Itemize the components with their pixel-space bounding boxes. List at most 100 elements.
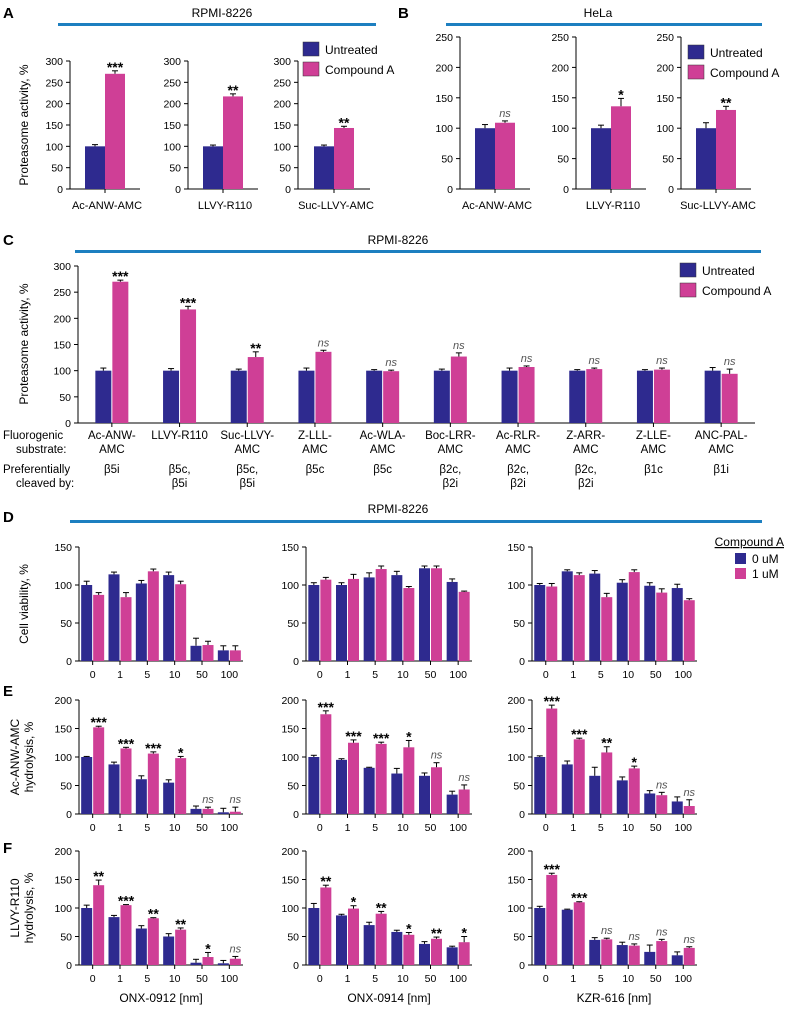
x-axis-title-3: KZR-616 [nm] (577, 991, 652, 1005)
significance-label: ns (601, 925, 613, 937)
significance-label: ns (385, 357, 397, 369)
y-tick-label: 100 (54, 752, 72, 764)
y-axis-title-ab-group: Proteasome activity, % (17, 64, 31, 185)
significance-label: *** (345, 728, 362, 744)
bar-compound (202, 808, 214, 814)
substrate-label: ANC-PAL- (695, 430, 748, 442)
bar-untreated (135, 583, 147, 661)
panel-c-header-line (75, 250, 761, 253)
substrate-label: AMC (573, 444, 599, 456)
significance-label: ** (376, 899, 387, 915)
x-tick-label: 10 (169, 973, 181, 985)
significance-label: ns (230, 943, 242, 955)
panel-a-title: RPMI-8226 (192, 6, 253, 20)
bar-untreated (308, 585, 320, 661)
y-tick-label: 250 (53, 287, 71, 299)
y-tick-label: 0 (65, 418, 71, 430)
bar-compound (375, 913, 387, 965)
significance-label: *** (90, 714, 107, 730)
y-tick-label: 150 (656, 93, 674, 105)
x-tick-label: 100 (674, 822, 692, 834)
chart-B1: 0 50 100 150 200 250 ns Ac-ANW-AMC (435, 32, 532, 212)
bar-compound (458, 591, 470, 661)
bar-untreated (561, 764, 573, 814)
bar-untreated (534, 585, 546, 661)
category-label: Ac-ANW-AMC (72, 200, 142, 212)
x-tick-label: 100 (674, 669, 692, 681)
bar-compound (628, 945, 640, 965)
y-axis-title-c-group: Proteasome activity, % (17, 283, 31, 404)
bar-untreated (644, 951, 656, 965)
y-tick-label: 200 (281, 846, 299, 858)
substrate-label: AMC (641, 444, 667, 456)
bar-compound (315, 351, 332, 423)
bar-compound (202, 645, 214, 661)
bar-compound (348, 742, 359, 814)
x-tick-label: 100 (449, 669, 467, 681)
y-tick-label: 250 (163, 77, 181, 89)
legend-label-compound: Compound A (710, 66, 779, 80)
significance-label: *** (112, 268, 129, 284)
x-tick-label: 0 (90, 669, 96, 681)
bar-untreated (163, 370, 180, 423)
bar-compound (656, 795, 668, 814)
panel-c-title: RPMI-8226 (368, 233, 429, 247)
bar-compound (375, 743, 387, 814)
x-axis-title-1: ONX-0912 [nm] (119, 991, 202, 1005)
bar-untreated (501, 370, 518, 423)
significance-label: ns (453, 340, 465, 352)
bar-untreated (81, 908, 93, 965)
substrate-label: AMC (234, 444, 260, 456)
fluorogenic-label-line-1: Fluorogenic (3, 430, 63, 442)
bar-compound (628, 572, 640, 661)
significance-label: ns (588, 355, 600, 367)
bar-compound (495, 122, 515, 189)
y-tick-label: 50 (169, 163, 181, 175)
significance-label: ns (628, 931, 640, 943)
significance-label: * (461, 925, 467, 941)
legend-swatch-untreated (687, 44, 705, 60)
y-tick-label: 200 (54, 846, 72, 858)
significance-label: * (406, 728, 412, 744)
y-tick-label: 100 (54, 903, 72, 915)
y-tick-label: 250 (435, 32, 453, 44)
bar-compound (120, 748, 132, 814)
x-tick-label: 50 (650, 822, 662, 834)
bar-untreated (163, 782, 175, 814)
bar-untreated (446, 947, 458, 965)
legend-swatch-1um (735, 568, 746, 579)
bar-compound (586, 369, 603, 423)
significance-label: * (351, 894, 357, 910)
x-tick-label: 1 (570, 973, 576, 985)
x-tick-label: 1 (570, 669, 576, 681)
y-axis-title-c: Proteasome activity, % (17, 283, 31, 404)
y-tick-label: 0 (293, 960, 299, 972)
y-tick-label: 200 (656, 62, 674, 74)
bar-untreated (366, 370, 383, 423)
bar-compound (93, 727, 105, 814)
panel-a-header-line (58, 23, 376, 26)
substrate-label: Boc-LRR- (425, 430, 476, 442)
bar-compound (229, 958, 241, 965)
y-tick-label: 200 (507, 846, 525, 858)
bar-compound (334, 127, 354, 189)
y-axis-title-e-line-2: hydrolysis, % (22, 721, 36, 792)
bar-untreated (636, 370, 653, 423)
y-tick-label: 50 (60, 932, 72, 944)
y-tick-label: 0 (293, 656, 299, 668)
bar-untreated (391, 575, 403, 661)
significance-label: ns (656, 779, 668, 791)
y-tick-label: 200 (551, 62, 569, 74)
x-tick-label: 5 (598, 822, 604, 834)
cleaved-by-label: β2c, (507, 464, 529, 476)
bar-untreated (671, 955, 683, 965)
y-tick-label: 0 (66, 809, 72, 821)
y-tick-label: 200 (163, 99, 181, 111)
x-tick-label: 10 (397, 973, 409, 985)
y-tick-label: 100 (53, 366, 71, 378)
panel-letter-b: B (398, 5, 409, 22)
bar-untreated (95, 370, 112, 423)
bar-untreated (391, 931, 403, 965)
category-label: Suc-LLVY-AMC (298, 200, 374, 212)
